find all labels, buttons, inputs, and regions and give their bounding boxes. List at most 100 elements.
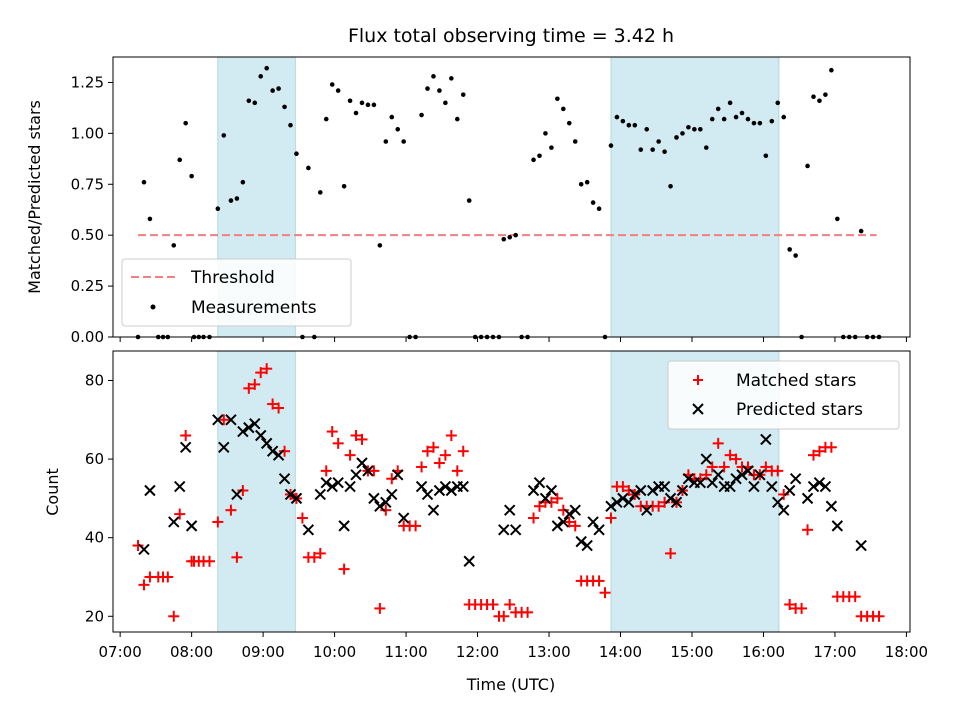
matched-star-point [528, 512, 540, 524]
predicted-star-point [498, 524, 510, 536]
matched-star-point [231, 551, 243, 563]
matched-star-point [255, 367, 267, 379]
matched-star-point [296, 512, 308, 524]
measurement-point [662, 149, 667, 154]
measurement-point [721, 116, 727, 122]
matched-star-point [605, 512, 617, 524]
matched-star-point [557, 504, 569, 516]
predicted-star-point [545, 484, 558, 497]
matched-star-point [730, 453, 742, 465]
predicted-star-point [243, 421, 255, 434]
predicted-star-point [682, 473, 695, 485]
measurement-point [733, 114, 739, 120]
bottom-y-tick-label: 20 [85, 607, 104, 625]
measurement-point [460, 92, 466, 97]
measurement-point [805, 163, 810, 169]
predicted-star-point [646, 484, 659, 497]
matched-star-point [545, 496, 557, 508]
matched-star-point [308, 551, 320, 563]
measurement-point [183, 120, 188, 126]
predicted-star-point [783, 484, 796, 497]
top-panel-y-ticks: 0.00 0.25 0.50 0.75 1.00 1.25 [71, 73, 113, 346]
predicted-star-point [623, 496, 635, 509]
measurement-point [389, 114, 395, 120]
matched-star-point [138, 579, 150, 591]
predicted-star-point [670, 496, 683, 509]
top-y-tick-label: 0.00 [71, 328, 104, 346]
predicted-star-point [617, 492, 629, 505]
matched-star-point [410, 520, 422, 532]
measurements-legend-swatch [150, 304, 156, 310]
matched-star-point [368, 465, 380, 477]
measurement-point [425, 86, 430, 91]
predicted-star-point [807, 480, 820, 493]
x-tick-label: 10:00 [313, 643, 356, 661]
matched-star-point [445, 429, 457, 441]
measurement-point [566, 120, 572, 126]
measurement-point [858, 228, 864, 234]
matched-star-point [551, 492, 563, 504]
predicted-star-point [504, 504, 516, 516]
predicted-star-point [290, 492, 303, 505]
predicted-star-point [581, 539, 593, 552]
predicted-star-point [551, 520, 564, 532]
predicted-star-point [706, 476, 718, 489]
measurement-point [383, 139, 389, 144]
predicted-star-point [605, 500, 617, 512]
predicted-star-point [174, 480, 186, 493]
measurement-point [294, 151, 299, 157]
matched-star-point [374, 602, 386, 614]
predicted-star-point [527, 484, 540, 497]
measurement-point [745, 116, 751, 122]
top-legend-box [121, 258, 352, 327]
measurement-point [252, 100, 258, 106]
measurement-point [359, 100, 365, 106]
measurement-point [329, 82, 335, 87]
measurements-legend-label: Measurements [191, 298, 317, 318]
predicted-star-point [700, 453, 712, 465]
measurement-point [431, 74, 436, 79]
predicted-star-point [225, 414, 237, 426]
matched-star-point [498, 610, 510, 622]
measurement-point [395, 126, 401, 132]
predicted-star-point [278, 473, 291, 485]
matched-star-point [808, 449, 820, 461]
matched-star-point [439, 449, 451, 461]
matched-star-point [784, 598, 796, 610]
predicted-star-point [421, 488, 434, 501]
measurement-point [246, 98, 252, 104]
matched-star-point [487, 598, 499, 610]
measurement-point [537, 153, 542, 159]
predicted-star-point [237, 425, 249, 438]
x-tick-label: 07:00 [99, 643, 142, 661]
predicted-star-point [212, 414, 224, 426]
measurement-point [443, 100, 448, 106]
measurement-point [258, 74, 264, 79]
matched-star-point [314, 547, 326, 559]
predicted-star-point [557, 516, 570, 528]
predicted-star-point [439, 480, 452, 493]
predicted-star-point [593, 524, 605, 536]
measurement-point [147, 216, 153, 222]
measurement-point [335, 88, 341, 93]
matched-star-point [593, 575, 605, 587]
predicted-star-point [260, 437, 273, 450]
measurement-point [614, 114, 620, 120]
top-panel-legend: Threshold Measurements [121, 258, 352, 327]
matched-star-point [457, 445, 469, 457]
predicted-star-point [374, 500, 386, 512]
predicted-star-point [635, 484, 647, 497]
bottom-panel-ylabel: Count [43, 468, 62, 516]
matched-star-point [356, 433, 368, 445]
predicted-star-point [138, 543, 150, 556]
predicted-star-point [855, 539, 867, 552]
matched-star-point [162, 571, 174, 583]
predicted-star-point [427, 504, 440, 516]
predicted-star-point [368, 492, 380, 505]
predicted-star-point [831, 520, 844, 532]
measurement-point [698, 126, 703, 132]
measurement-point [189, 173, 194, 179]
measurement-point [775, 100, 781, 106]
predicted-star-point [386, 488, 398, 501]
x-axis-label: Time (UTC) [466, 675, 555, 694]
